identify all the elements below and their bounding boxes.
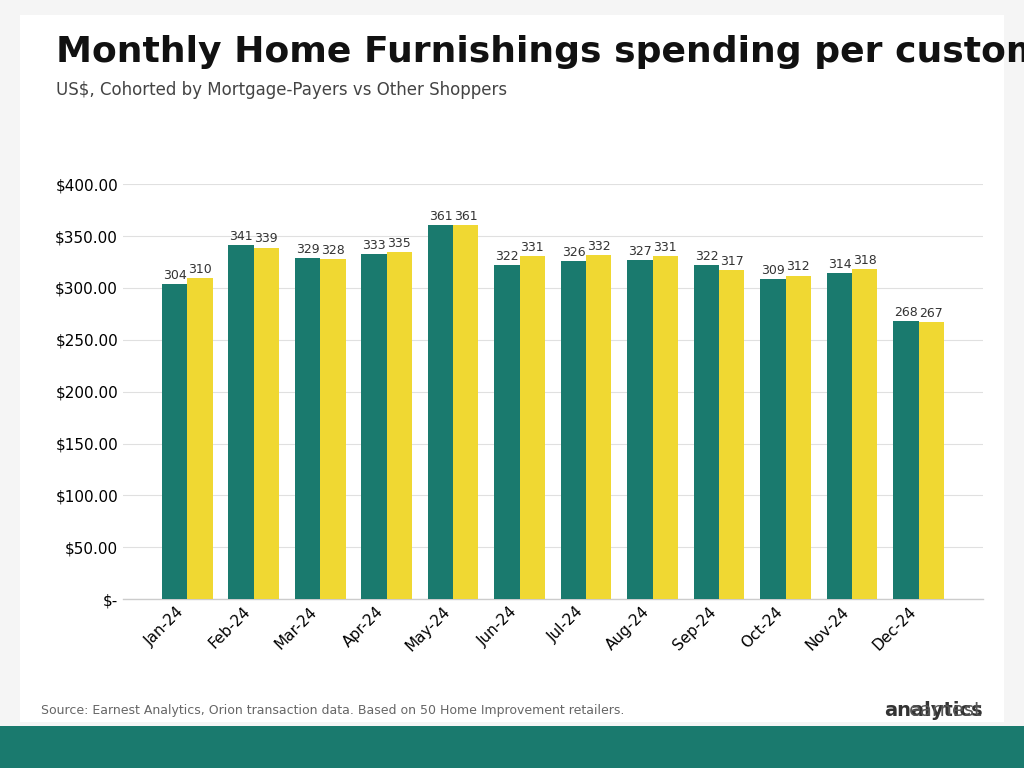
Text: analytics: analytics	[885, 701, 983, 720]
Bar	[785, 276, 811, 599]
Bar	[719, 270, 744, 599]
Bar	[694, 265, 719, 599]
Text: 361: 361	[429, 210, 453, 223]
Bar	[586, 255, 611, 599]
Bar	[919, 323, 944, 599]
Text: 331: 331	[653, 241, 677, 253]
Text: 309: 309	[761, 263, 785, 276]
Text: 304: 304	[163, 269, 186, 282]
Text: 268: 268	[894, 306, 918, 319]
Text: 361: 361	[454, 210, 477, 223]
Bar	[852, 270, 878, 599]
Text: 329: 329	[296, 243, 319, 256]
Bar	[428, 225, 454, 599]
Text: 327: 327	[628, 245, 652, 258]
Bar	[387, 252, 412, 599]
Bar	[561, 261, 586, 599]
Text: Source: Earnest Analytics, Orion transaction data. Based on 50 Home Improvement : Source: Earnest Analytics, Orion transac…	[41, 704, 625, 717]
Bar	[254, 247, 279, 599]
Text: 339: 339	[255, 233, 279, 246]
Legend: Mortgage-Payers, Other Shoppers: Mortgage-Payers, Other Shoppers	[385, 723, 721, 753]
Bar	[187, 277, 213, 599]
Text: 341: 341	[229, 230, 253, 243]
Bar	[454, 225, 478, 599]
Text: 310: 310	[188, 263, 212, 276]
Bar	[495, 265, 520, 599]
Text: 328: 328	[321, 244, 345, 257]
Text: 333: 333	[362, 239, 386, 252]
Bar	[295, 258, 321, 599]
Bar	[162, 284, 187, 599]
Text: earnest: earnest	[908, 701, 982, 720]
Text: 326: 326	[562, 246, 586, 259]
Bar	[321, 259, 345, 599]
Bar	[228, 246, 254, 599]
Text: 322: 322	[694, 250, 719, 263]
Bar	[361, 253, 387, 599]
Text: 335: 335	[387, 237, 412, 250]
Text: 314: 314	[827, 258, 851, 271]
Text: 317: 317	[720, 255, 743, 268]
Bar	[761, 279, 785, 599]
Text: Monthly Home Furnishings spending per customer: Monthly Home Furnishings spending per cu…	[56, 35, 1024, 68]
Text: 331: 331	[520, 241, 544, 253]
Text: 267: 267	[920, 307, 943, 320]
Text: US$, Cohorted by Mortgage-Payers vs Other Shoppers: US$, Cohorted by Mortgage-Payers vs Othe…	[56, 81, 508, 98]
Text: 322: 322	[496, 250, 519, 263]
Text: 312: 312	[786, 260, 810, 273]
Bar	[520, 256, 545, 599]
Bar	[827, 273, 852, 599]
Bar	[652, 256, 678, 599]
Text: 332: 332	[587, 240, 610, 253]
Text: 318: 318	[853, 254, 877, 267]
Bar	[893, 321, 919, 599]
Bar	[628, 260, 652, 599]
